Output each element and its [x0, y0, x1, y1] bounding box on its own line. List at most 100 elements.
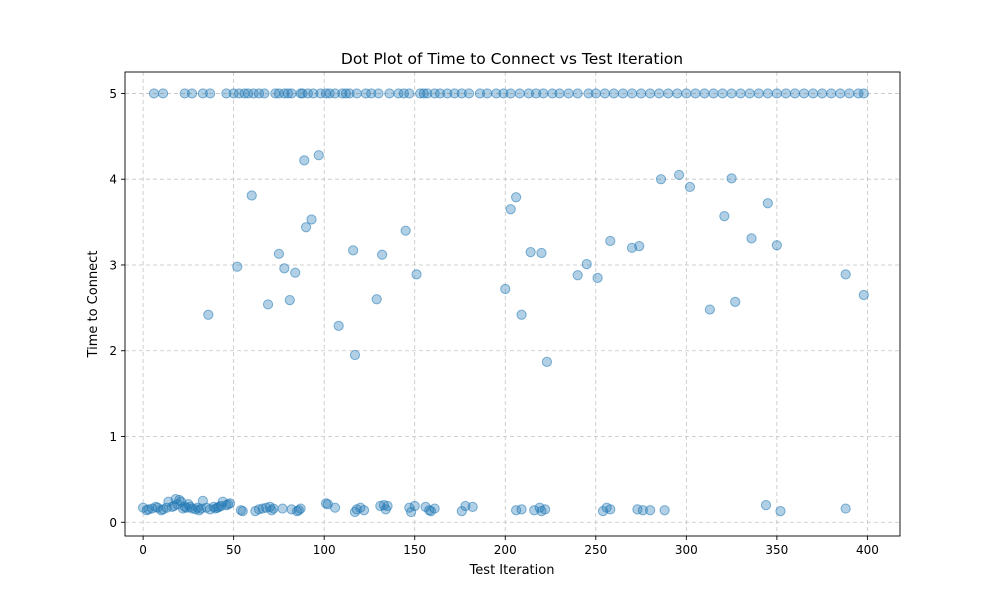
- data-point: [511, 192, 522, 203]
- data-point: [186, 88, 198, 99]
- data-point: [329, 88, 341, 99]
- data-point: [717, 88, 728, 99]
- data-point: [605, 504, 616, 515]
- data-point: [377, 249, 388, 260]
- data-point: [344, 88, 355, 99]
- data-point: [442, 88, 453, 99]
- data-point: [840, 269, 851, 280]
- data-point: [826, 88, 837, 99]
- data-point: [366, 88, 377, 99]
- data-point: [789, 88, 801, 99]
- data-point: [279, 263, 290, 274]
- data-point: [539, 504, 551, 515]
- grid: [125, 72, 900, 536]
- data-point: [704, 304, 715, 315]
- data-point: [514, 88, 525, 99]
- data-point: [536, 247, 547, 259]
- data-point: [351, 88, 362, 99]
- data-point: [429, 503, 440, 514]
- data-point: [449, 88, 460, 99]
- data-point: [746, 233, 757, 244]
- data-point: [672, 88, 683, 99]
- data-point: [460, 500, 471, 512]
- data-point: [708, 88, 719, 99]
- y-tick-label: 0: [109, 516, 117, 530]
- y-tick-label: 2: [109, 344, 117, 358]
- x-tick-label: 250: [584, 543, 607, 557]
- data-point: [333, 320, 344, 331]
- y-tick-label: 1: [109, 430, 117, 444]
- data-point: [554, 88, 565, 99]
- y-tick-label: 4: [109, 173, 117, 187]
- y-tick-label: 3: [109, 258, 117, 272]
- data-point: [313, 150, 324, 161]
- data-point: [157, 88, 169, 99]
- data-point: [541, 356, 553, 367]
- data-point: [529, 505, 540, 516]
- data-point: [463, 88, 475, 99]
- data-point: [590, 88, 601, 99]
- data-points: [138, 88, 869, 518]
- data-point: [637, 505, 648, 516]
- data-point: [308, 88, 319, 99]
- data-point: [500, 283, 511, 295]
- data-point: [726, 173, 737, 184]
- data-point: [634, 241, 645, 252]
- x-tick-label: 150: [403, 543, 426, 557]
- data-point: [268, 503, 279, 514]
- data-point: [409, 500, 420, 512]
- data-point: [719, 210, 730, 222]
- data-point: [299, 155, 310, 166]
- data-point: [371, 294, 382, 305]
- data-point: [329, 502, 341, 513]
- data-point: [659, 505, 670, 516]
- data-point: [516, 504, 527, 515]
- data-point: [221, 88, 232, 99]
- data-point: [730, 296, 741, 307]
- plot-frame: [124, 71, 901, 537]
- data-point: [148, 88, 160, 99]
- data-point: [681, 88, 692, 99]
- data-point: [467, 501, 478, 512]
- data-point: [699, 88, 710, 99]
- data-point: [273, 248, 285, 259]
- data-point: [418, 88, 429, 99]
- data-point: [340, 88, 352, 99]
- data-point: [259, 88, 270, 99]
- data-point: [246, 190, 257, 201]
- data-point: [237, 506, 248, 517]
- data-point: [654, 88, 665, 99]
- data-point: [404, 88, 415, 99]
- data-point: [572, 88, 583, 99]
- data-point: [300, 222, 312, 233]
- data-point: [203, 309, 214, 320]
- data-point: [375, 500, 386, 512]
- data-point: [398, 88, 409, 99]
- data-point: [858, 289, 869, 301]
- data-point: [505, 88, 516, 99]
- data-point: [635, 88, 647, 99]
- data-point: [592, 272, 603, 283]
- data-point: [563, 88, 574, 99]
- data-point: [456, 506, 467, 517]
- y-axis-ticks: 0 1 2 3 4 5: [109, 87, 125, 530]
- data-point: [422, 88, 433, 99]
- data-point: [277, 503, 288, 514]
- data-point: [780, 88, 792, 99]
- data-point: [286, 88, 297, 99]
- data-point: [197, 88, 208, 99]
- data-point: [684, 181, 696, 193]
- data-point: [762, 198, 773, 209]
- data-point: [523, 88, 534, 99]
- data-point: [253, 88, 265, 99]
- data-point: [382, 500, 393, 512]
- data-point: [429, 88, 440, 99]
- data-point: [655, 174, 667, 185]
- data-point: [498, 88, 509, 99]
- x-tick-label: 300: [675, 543, 698, 557]
- data-point: [753, 88, 764, 99]
- data-point: [572, 270, 583, 281]
- data-point: [516, 309, 527, 320]
- data-point: [744, 88, 755, 99]
